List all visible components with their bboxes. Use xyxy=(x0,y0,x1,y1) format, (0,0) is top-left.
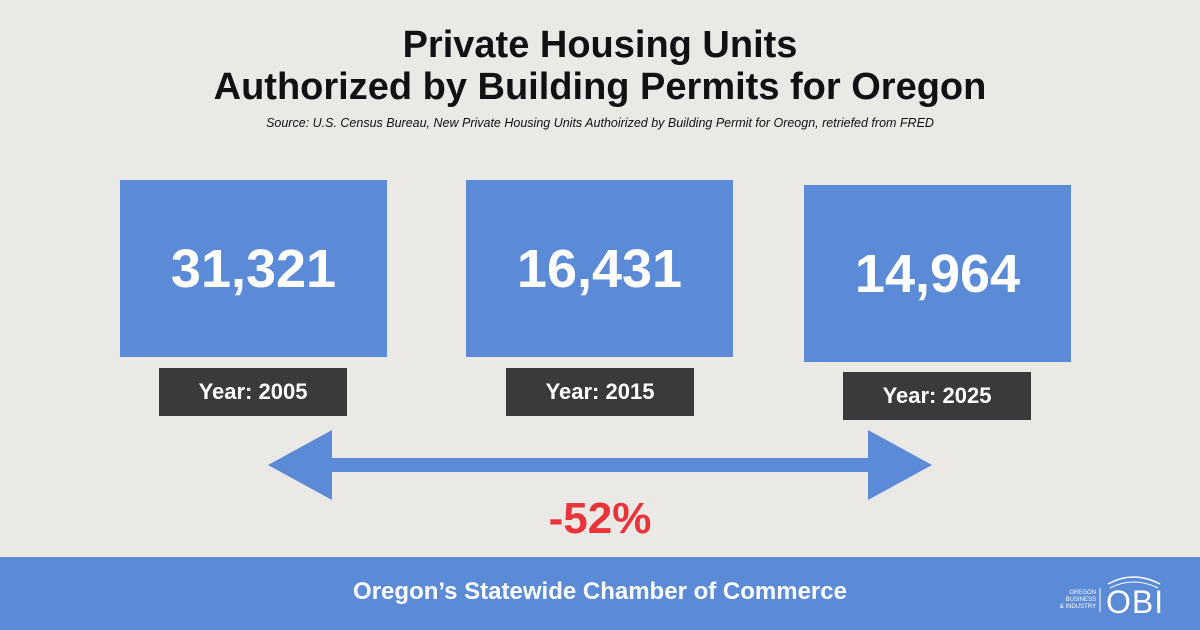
year-label: Year: 2015 xyxy=(506,368,694,416)
change: -52% xyxy=(548,494,652,543)
footer-text: Oregon’s Statewide Chamber of Commerce xyxy=(353,578,847,605)
footer xyxy=(0,557,1200,630)
logo-mark xyxy=(1099,576,1161,612)
title-line: Private Housing Units xyxy=(402,24,798,66)
value-card: 31,321 xyxy=(120,180,387,357)
logo: OBI xyxy=(1106,584,1165,620)
logo-text: OREGON xyxy=(1069,590,1096,596)
year-label: Year: 2005 xyxy=(159,368,347,416)
year-label: Year: 2025 xyxy=(843,372,1031,420)
logo-text: & INDUSTRY xyxy=(1059,604,1096,610)
value-card: 16,431 xyxy=(466,180,733,357)
title-line: Authorized by Building Permits for Orego… xyxy=(213,66,987,108)
value-card: 14,964 xyxy=(804,185,1071,362)
source: Source: U.S. Census Bureau, New Private … xyxy=(266,116,934,130)
logo-text: BUSINESS xyxy=(1065,597,1096,603)
